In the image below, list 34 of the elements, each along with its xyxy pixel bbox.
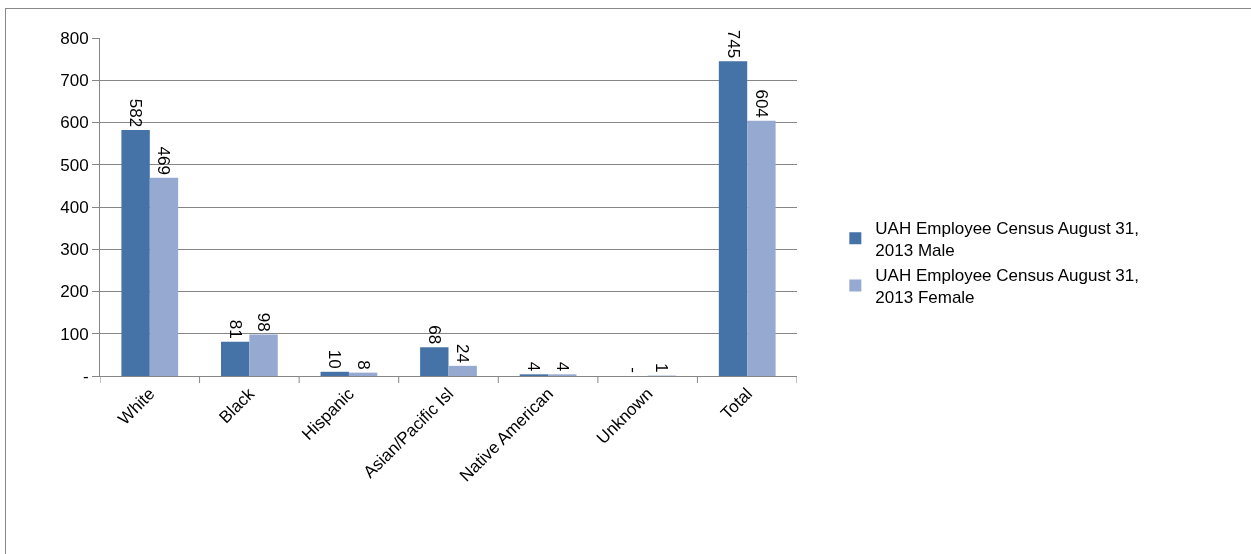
y-tick-label: 100 bbox=[60, 324, 89, 344]
bar bbox=[420, 347, 449, 376]
bar bbox=[747, 120, 776, 376]
bar bbox=[718, 61, 748, 376]
bar bbox=[249, 334, 278, 376]
legend-label: UAH Employee Census August 31, 2013 Female bbox=[875, 265, 1139, 308]
data-label: 604 bbox=[751, 89, 771, 118]
legend-label: UAH Employee Census August 31, 2013 Male bbox=[875, 218, 1139, 260]
data-label: 4 bbox=[552, 361, 572, 372]
data-label: 1 bbox=[652, 363, 672, 373]
bar bbox=[320, 371, 349, 376]
data-label: 10 bbox=[325, 349, 345, 369]
y-tick-label: 200 bbox=[60, 282, 89, 302]
data-label: 24 bbox=[453, 343, 473, 363]
data-label: 98 bbox=[254, 312, 274, 332]
bar bbox=[220, 341, 250, 376]
data-label: 68 bbox=[424, 325, 444, 345]
y-tick-label: 400 bbox=[60, 197, 89, 217]
data-label: 745 bbox=[723, 29, 743, 59]
y-tick-label: 800 bbox=[60, 28, 89, 48]
y-tick-label: 600 bbox=[60, 113, 89, 133]
y-tick-label: 700 bbox=[60, 71, 89, 91]
bar bbox=[149, 177, 179, 376]
y-tick-label: 500 bbox=[60, 155, 89, 175]
data-label: 8 bbox=[353, 360, 373, 370]
data-label: 469 bbox=[154, 146, 174, 175]
data-label: 81 bbox=[225, 319, 245, 339]
bar bbox=[448, 365, 477, 376]
y-tick-label: 300 bbox=[60, 240, 89, 260]
data-label: 582 bbox=[126, 98, 146, 128]
y-tick-label: - bbox=[82, 366, 89, 386]
data-label: 4 bbox=[524, 361, 544, 372]
data-label: - bbox=[623, 367, 643, 373]
bar bbox=[121, 130, 150, 376]
